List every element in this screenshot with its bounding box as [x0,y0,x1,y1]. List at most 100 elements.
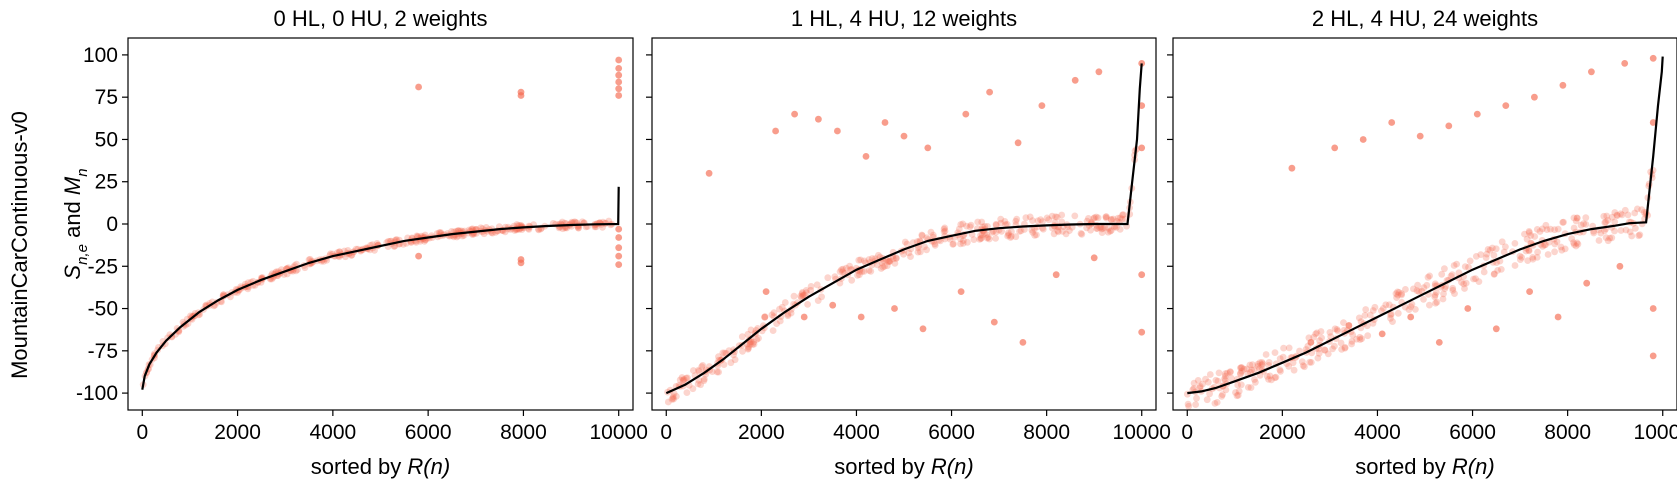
data-point [1475,278,1483,285]
data-point [1472,275,1479,282]
outlier-point [800,313,808,321]
data-point [1484,246,1492,253]
data-point [1613,212,1621,220]
data-point [513,221,521,228]
data-point [1439,295,1447,303]
data-point [1358,335,1366,343]
data-point [1313,329,1321,337]
data-point [1525,229,1533,237]
data-point [669,393,677,400]
data-point [1559,219,1567,226]
data-point [1617,210,1624,218]
data-point [1521,230,1528,238]
outlier-point [1359,136,1367,143]
data-point [1331,342,1338,350]
data-point [1237,369,1244,377]
data-point [1466,257,1474,265]
y-tick-label: -100 [76,382,118,405]
data-point [892,254,900,262]
data-point [784,312,792,320]
data-point [1568,235,1576,243]
data-point [1580,220,1587,228]
data-point [1438,270,1446,278]
data-point [750,340,758,348]
data-point [1317,328,1325,335]
data-point [1542,241,1549,249]
data-point [949,241,957,248]
data-point [1461,285,1468,292]
ylabel-s-sub: n,e [74,244,91,265]
data-point [1492,245,1500,253]
y-axis-label: Sn,e and Mn [60,168,91,279]
data-point [1431,293,1439,301]
data-point [669,394,677,402]
data-point [761,313,769,321]
data-point [1582,214,1590,222]
axes-frame [1172,37,1677,411]
data-point [901,238,909,246]
outlier-point [1649,352,1657,360]
data-point [1529,255,1537,263]
data-point [959,220,967,228]
data-point [1007,234,1014,241]
data-point [1621,206,1629,214]
data-point [1551,248,1558,256]
outlier-point [615,78,623,86]
data-point [1608,234,1616,242]
data-point [824,274,832,282]
data-point [1511,262,1519,269]
data-point [1447,272,1455,280]
data-point [1107,215,1115,223]
outlier-point [881,119,889,126]
plot-area [139,56,623,390]
data-point [1028,226,1036,234]
outlier-point [1492,325,1500,333]
data-point [1237,364,1245,372]
outlier-point [1526,288,1533,295]
data-point [1394,288,1401,296]
data-point [770,309,778,317]
data-point [437,229,444,236]
data-point [761,313,769,321]
data-point [1356,333,1364,341]
data-point [761,313,768,321]
data-point [575,224,582,232]
data-point [720,361,728,368]
data-point [1502,243,1509,251]
data-point [1184,400,1192,408]
data-point [997,215,1005,223]
data-point [1460,280,1468,288]
data-point [1387,310,1395,318]
data-point [1221,376,1229,384]
data-point [1544,251,1552,258]
data-point [1268,376,1275,384]
data-point [1636,231,1644,239]
data-point [1611,227,1618,235]
data-point [998,227,1005,235]
data-point [1289,359,1297,367]
data-point [878,259,886,267]
data-point [941,224,949,232]
outlier-point [1649,305,1657,312]
data-point [1103,213,1110,221]
data-point [940,228,948,236]
data-point [1190,379,1198,387]
data-point [1258,359,1266,366]
data-point [1306,358,1314,366]
data-point [776,305,783,313]
data-point [1007,232,1015,240]
data-point [1093,225,1100,233]
x-tick-label: 10000 [1113,421,1171,444]
data-point [1477,251,1485,258]
data-point [1059,227,1067,235]
data-point [1276,355,1284,362]
data-point [1235,387,1243,395]
x-tick-label: 2000 [738,421,785,444]
data-point [1402,286,1409,293]
outlier-point [1014,139,1022,147]
data-point [413,232,421,240]
data-point [1355,314,1363,322]
data-point [1525,246,1533,254]
data-point [964,238,971,246]
data-point [708,368,716,375]
